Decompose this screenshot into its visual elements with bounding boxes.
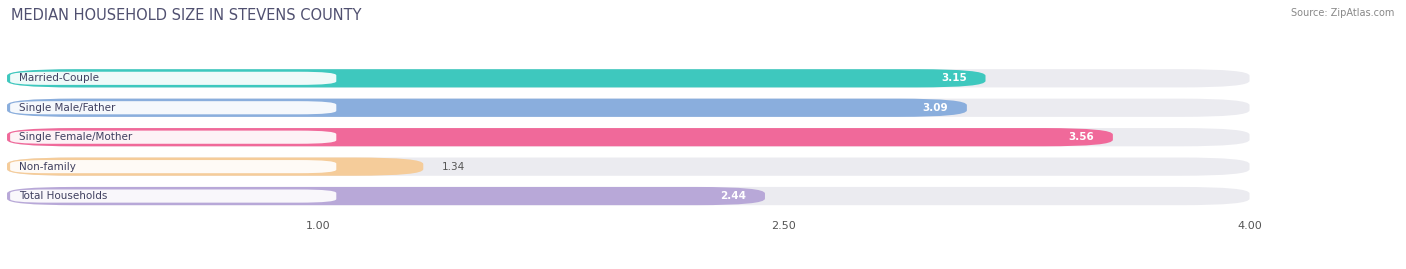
Text: 3.15: 3.15 <box>941 73 967 83</box>
FancyBboxPatch shape <box>10 72 336 85</box>
Text: Single Male/Father: Single Male/Father <box>20 103 115 113</box>
FancyBboxPatch shape <box>7 158 423 176</box>
Text: Source: ZipAtlas.com: Source: ZipAtlas.com <box>1291 8 1395 18</box>
FancyBboxPatch shape <box>10 101 336 114</box>
Text: 2.44: 2.44 <box>720 191 747 201</box>
Text: MEDIAN HOUSEHOLD SIZE IN STEVENS COUNTY: MEDIAN HOUSEHOLD SIZE IN STEVENS COUNTY <box>11 8 361 23</box>
Text: Married-Couple: Married-Couple <box>20 73 100 83</box>
Text: 3.56: 3.56 <box>1069 132 1094 142</box>
FancyBboxPatch shape <box>7 128 1114 146</box>
Text: 3.09: 3.09 <box>922 103 948 113</box>
FancyBboxPatch shape <box>7 99 967 117</box>
FancyBboxPatch shape <box>7 69 986 87</box>
FancyBboxPatch shape <box>7 158 1250 176</box>
FancyBboxPatch shape <box>7 187 765 205</box>
FancyBboxPatch shape <box>7 187 1250 205</box>
Text: 1.34: 1.34 <box>441 162 465 172</box>
Text: Total Households: Total Households <box>20 191 108 201</box>
FancyBboxPatch shape <box>7 69 1250 87</box>
FancyBboxPatch shape <box>7 128 1250 146</box>
FancyBboxPatch shape <box>7 99 1250 117</box>
Text: Non-family: Non-family <box>20 162 76 172</box>
FancyBboxPatch shape <box>10 189 336 203</box>
Text: Single Female/Mother: Single Female/Mother <box>20 132 132 142</box>
FancyBboxPatch shape <box>10 131 336 144</box>
FancyBboxPatch shape <box>10 160 336 173</box>
